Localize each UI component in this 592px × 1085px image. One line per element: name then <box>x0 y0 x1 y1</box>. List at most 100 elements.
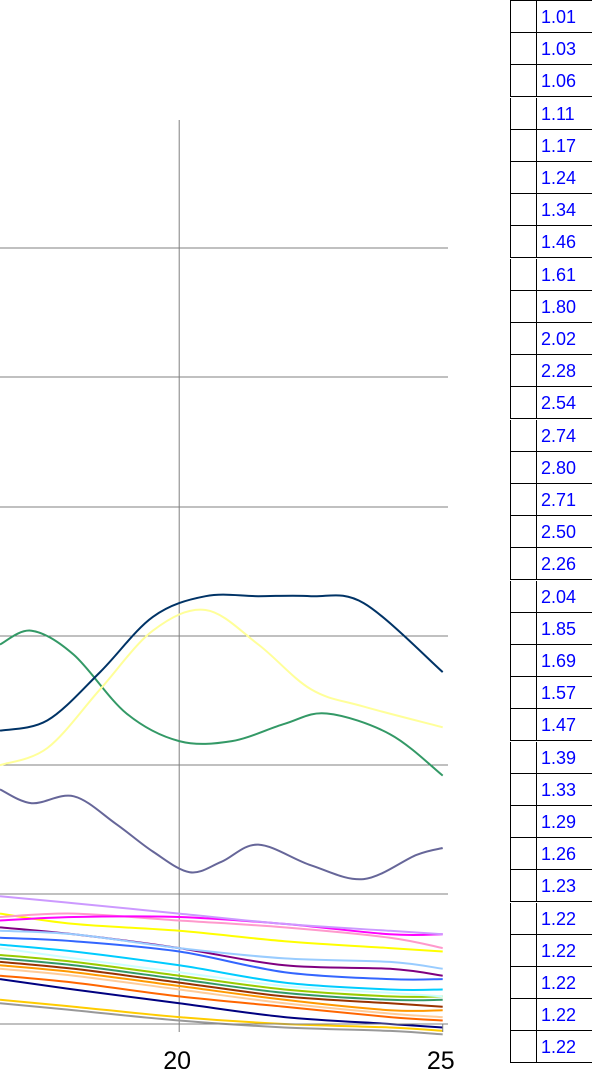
chart-series-layer <box>0 593 444 1036</box>
series-line-12 <box>0 947 443 998</box>
series-line-1 <box>0 608 443 767</box>
table-cell-value: 1.69 <box>536 645 592 677</box>
table-cell-blank <box>510 741 536 774</box>
chart-grid <box>0 120 448 1024</box>
table-row: 2.28 <box>497 355 592 388</box>
table-row: 1.29 <box>497 806 592 838</box>
table-row: 1.23 <box>497 870 592 903</box>
table-cell-value: 1.11 <box>536 97 592 130</box>
table-row: 2.80 <box>497 451 592 484</box>
table-cell-value: 1.57 <box>536 677 592 710</box>
x-tick-label: 20 <box>163 1047 191 1075</box>
table-cell-value: 2.28 <box>536 355 592 388</box>
table-row: 1.22 <box>497 967 592 999</box>
table-cell-value: 1.29 <box>536 806 592 838</box>
table-cell-blank <box>510 33 536 66</box>
table-cell-value: 1.24 <box>536 162 592 194</box>
table-cell-blank <box>510 258 536 291</box>
table-row: 1.06 <box>497 65 592 98</box>
table-cell-blank <box>510 709 536 742</box>
table-row: 1.69 <box>497 645 592 677</box>
table-cell-blank <box>510 355 536 388</box>
table-cell-blank <box>510 580 536 613</box>
chart-axis-layer: 20 25 <box>0 1023 455 1075</box>
series-line-21 <box>0 1002 443 1036</box>
series-line-0 <box>0 593 444 732</box>
table-cell-blank <box>510 65 536 98</box>
table-row: 1.22 <box>497 934 592 967</box>
series-line-16 <box>0 964 443 1012</box>
series-line-8 <box>0 929 443 970</box>
table-row: 1.80 <box>497 290 592 323</box>
table-row: 1.22 <box>497 1031 592 1064</box>
table-cell-blank <box>510 290 536 323</box>
table-cell-value: 2.50 <box>536 516 592 549</box>
table-cell-blank <box>510 1031 536 1064</box>
table-row: 1.61 <box>497 258 592 291</box>
table-cell-value: 1.47 <box>536 709 592 742</box>
table-top-border <box>510 0 592 1</box>
table-row: 2.54 <box>497 387 592 420</box>
table-row: 1.57 <box>497 677 592 710</box>
series-line-20 <box>0 998 443 1032</box>
series-line-7 <box>0 912 443 953</box>
table-cell-blank <box>510 677 536 710</box>
series-line-17 <box>0 967 443 1019</box>
table-cell-blank <box>510 194 536 227</box>
table-cell-value: 2.26 <box>536 548 592 581</box>
table-cell-value: 1.22 <box>536 934 592 967</box>
table-cell-blank <box>510 999 536 1032</box>
table-cell-value: 1.34 <box>536 194 592 227</box>
table-row: 1.22 <box>497 999 592 1032</box>
table-cell-blank <box>510 323 536 355</box>
table-cell-blank <box>510 516 536 549</box>
table-cell-value: 1.17 <box>536 129 592 162</box>
table-row: 1.22 <box>497 902 592 935</box>
table-row: 2.71 <box>497 484 592 516</box>
table-row: 1.01 <box>497 1 592 33</box>
table-cell-value: 1.03 <box>536 33 592 66</box>
table-cell-blank <box>510 419 536 452</box>
table-cell-blank <box>510 484 536 516</box>
table-cell-blank <box>510 838 536 871</box>
table-row: 1.33 <box>497 773 592 806</box>
line-chart: 20 25 <box>0 120 455 1075</box>
table-row: 1.39 <box>497 741 592 774</box>
table-cell-blank <box>510 451 536 484</box>
table-cell-blank <box>510 97 536 130</box>
table-cell-value: 1.22 <box>536 967 592 999</box>
table-row: 1.26 <box>497 838 592 871</box>
table-cell-value: 1.06 <box>536 65 592 98</box>
series-line-3 <box>0 788 443 881</box>
table-cell-value: 2.74 <box>536 419 592 452</box>
table-cell-blank <box>510 129 536 162</box>
table-row: 2.50 <box>497 516 592 549</box>
table-cell-value: 1.61 <box>536 258 592 291</box>
series-line-14 <box>0 957 443 1002</box>
series-line-18 <box>0 974 443 1022</box>
table-cell-value: 1.23 <box>536 870 592 903</box>
table-cell-blank <box>510 387 536 420</box>
series-line-4 <box>0 895 443 936</box>
series-line-11 <box>0 943 443 991</box>
table-row: 2.04 <box>497 580 592 613</box>
table-row: 1.85 <box>497 612 592 645</box>
x-tick-label: 25 <box>427 1047 455 1075</box>
series-line-5 <box>0 915 443 937</box>
table-cell-value: 1.22 <box>536 1031 592 1064</box>
table-cell-value: 2.71 <box>536 484 592 516</box>
table-cell-value: 2.04 <box>536 580 592 613</box>
table-cell-value: 1.80 <box>536 290 592 323</box>
table-cell-blank <box>510 934 536 967</box>
table-cell-blank <box>510 902 536 935</box>
table-cell-value: 1.22 <box>536 999 592 1032</box>
table-cell-value: 2.54 <box>536 387 592 420</box>
table-row: 1.17 <box>497 129 592 162</box>
table-cell-blank <box>510 612 536 645</box>
table-row: 1.03 <box>497 33 592 66</box>
table-cell-value: 1.39 <box>536 741 592 774</box>
table-cell-value: 1.33 <box>536 773 592 806</box>
table-row: 2.26 <box>497 548 592 581</box>
series-line-2 <box>0 629 444 777</box>
series-line-10 <box>0 936 443 981</box>
